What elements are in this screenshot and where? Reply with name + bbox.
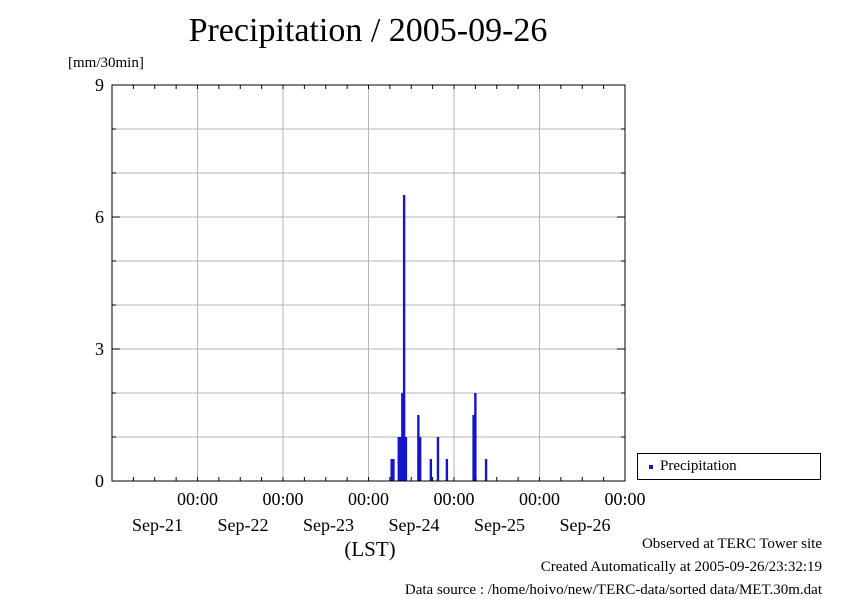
footer-source: Data source : /home/hoivo/new/TERC-data/… [404,582,822,598]
precipitation-bar [445,459,449,481]
precipitation-bar [392,459,395,481]
y-tick-label: 9 [95,75,104,95]
precipitation-bar [402,195,406,481]
precipitation-bar [474,393,477,481]
x-tick-date-label: Sep-26 [560,515,611,535]
x-axis-label: (LST) [344,537,396,561]
x-tick-date-label: Sep-21 [132,515,183,535]
footer-created: Created Automatically at 2005-09-26/23:3… [540,559,822,575]
precipitation-bar [401,393,404,481]
x-tick-date-label: Sep-22 [218,515,269,535]
x-tick-time-label: 00:00 [604,489,645,509]
y-axis-unit-label: [mm/30min] [68,55,144,71]
precipitation-bar [472,415,475,481]
x-tick-time-label: 00:00 [433,489,474,509]
precipitation-bar [397,437,400,481]
precipitation-bar [436,437,440,481]
precipitation-bar [404,437,408,481]
x-tick-time-label: 00:00 [262,489,303,509]
legend-swatch-precipitation [649,465,653,469]
x-tick-time-label: 00:00 [519,489,560,509]
chart-title: Precipitation / 2005-09-26 [188,12,548,49]
precipitation-bar [418,437,422,481]
y-tick-label: 6 [95,207,104,227]
footer-site: Observed at TERC Tower site [641,536,822,552]
precipitation-bar [484,459,488,481]
legend-label-precipitation: Precipitation [660,458,737,474]
y-tick-label: 0 [95,471,104,491]
chart-legend: Precipitation [637,453,821,480]
y-tick-label: 3 [95,339,104,359]
x-tick-time-label: 00:00 [348,489,389,509]
x-tick-time-label: 00:00 [177,489,218,509]
x-tick-date-label: Sep-23 [303,515,354,535]
precipitation-bar [390,459,393,481]
precipitation-bar [417,415,420,481]
x-tick-date-label: Sep-24 [389,515,440,535]
precipitation-bar [429,459,433,481]
precipitation-bar [399,437,402,481]
x-tick-date-label: Sep-25 [474,515,525,535]
